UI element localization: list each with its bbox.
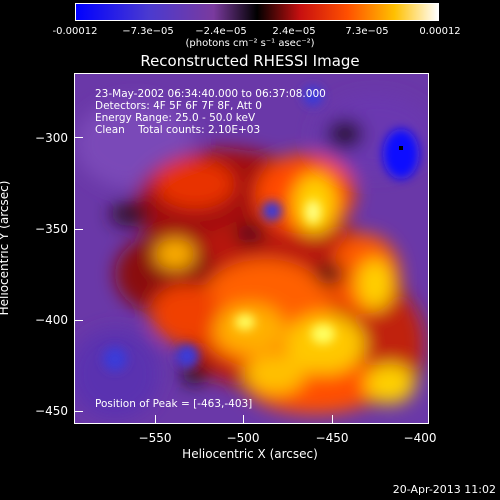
y-tick [75, 320, 83, 321]
y-tick-label: −450 [35, 404, 68, 418]
heatmap-blobs [75, 94, 428, 419]
colorbar-gradient [76, 4, 438, 20]
rhessi-image: 23-May-2002 06:34:40.000 to 06:37:08.000… [74, 73, 429, 424]
x-tick-label: −400 [403, 431, 437, 445]
x-tick-label: −550 [138, 431, 172, 445]
colorbar-label-1: −7.3e−05 [122, 26, 174, 37]
colorbar-label-4: 7.3e−05 [345, 26, 389, 37]
heatmap-svg [75, 74, 428, 423]
annotation-line-1: 23-May-2002 06:34:40.000 to 06:37:08.000 [95, 88, 326, 100]
colorbar-label-5: 0.00012 [419, 26, 461, 37]
peak-marker [399, 146, 403, 150]
heatmap-minima [103, 86, 419, 371]
x-axis-title: Heliocentric X (arcsec) [182, 447, 318, 461]
x-tick [332, 415, 333, 423]
y-tick [75, 411, 83, 412]
x-tick [155, 415, 156, 423]
y-tick-label: −400 [35, 313, 68, 327]
x-tick-label: −450 [315, 431, 349, 445]
colorbar-label-0: -0.00012 [52, 26, 98, 37]
x-tick-label: −500 [226, 431, 260, 445]
y-tick [75, 229, 83, 230]
y-tick-label: −300 [35, 131, 68, 145]
peak-position-label: Position of Peak = [-463,-403] [95, 398, 253, 410]
y-tick-label: −350 [35, 222, 68, 236]
y-tick [75, 137, 83, 138]
x-tick [243, 415, 244, 423]
colorbar-units: (photons cm⁻² s⁻¹ asec⁻²) [185, 38, 315, 49]
annotation-line-4: Clean Total counts: 2.10E+03 [95, 124, 261, 136]
plot-title: Reconstructed RHESSI Image [140, 52, 360, 70]
timestamp: 20-Apr-2013 11:02 [392, 483, 496, 496]
colorbar [75, 3, 439, 21]
colorbar-label-2: −2.4e−05 [195, 26, 247, 37]
annotation-line-2: Detectors: 4F 5F 6F 7F 8F, Att 0 [95, 100, 262, 112]
annotation-line-3: Energy Range: 25.0 - 50.0 keV [95, 112, 256, 124]
colorbar-label-3: 2.4e−05 [272, 26, 316, 37]
